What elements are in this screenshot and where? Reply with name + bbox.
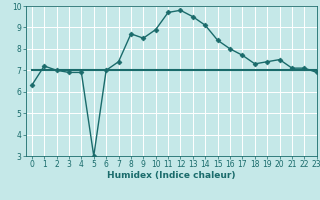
X-axis label: Humidex (Indice chaleur): Humidex (Indice chaleur) — [107, 171, 236, 180]
